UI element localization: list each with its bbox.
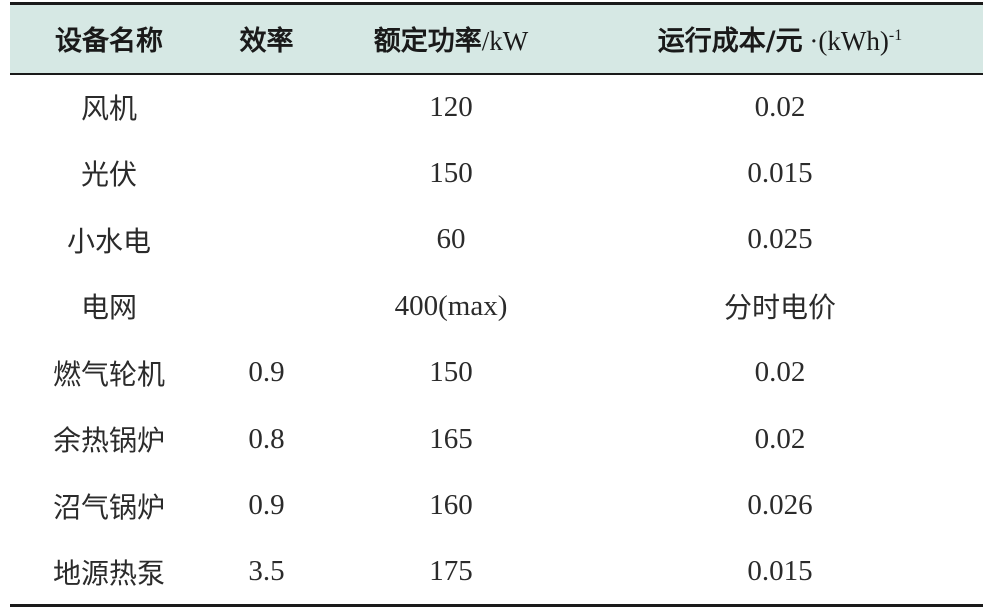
header-rated-power-unit: /kW — [481, 26, 529, 57]
cell-rated-power: 175 — [325, 539, 577, 607]
table-body: 风机 120 0.02 光伏 150 0.015 小水电 60 0.025 电网… — [10, 74, 983, 607]
table-row: 燃气轮机 0.9 150 0.02 — [10, 340, 983, 407]
table-row: 小水电 60 0.025 — [10, 207, 983, 274]
header-operating-cost-label: 运行成本/元 — [657, 26, 803, 58]
cell-rated-power: 400(max) — [394, 289, 508, 322]
table-row: 电网 400(max) 分时电价 — [10, 273, 983, 340]
table-row: 地源热泵 3.5 175 0.015 — [10, 539, 983, 607]
header-rated-power-label: 额定功率 — [373, 26, 482, 58]
cell-device-name: 燃气轮机 — [52, 357, 165, 391]
cell-rated-power: 150 — [429, 356, 473, 389]
cell-efficiency: 3.5 — [208, 539, 325, 607]
cell-rated-power: 160 — [429, 489, 473, 522]
cell-efficiency — [208, 273, 325, 340]
header-efficiency: 效率 — [208, 2, 325, 75]
header-operating-cost-unit: ·(kWh)-1 — [802, 26, 903, 57]
cell-device-name: 风机 — [80, 92, 137, 126]
table-header: 设备名称 效率 额定功率/kW 运行成本/元 ·(kWh)-1 — [10, 2, 983, 75]
cell-rated-power: 120 — [429, 90, 473, 123]
cell-rated-power: 60 — [436, 223, 466, 256]
cell-operating-cost: 分时电价 — [723, 291, 836, 325]
header-rated-power: 额定功率/kW — [325, 2, 577, 75]
cell-efficiency — [208, 207, 325, 274]
cell-operating-cost: 0.02 — [754, 90, 806, 123]
cell-device-name: 光伏 — [80, 158, 137, 192]
cell-efficiency — [208, 140, 325, 207]
cell-rated-power: 165 — [429, 422, 473, 455]
cell-efficiency: 0.8 — [248, 422, 285, 455]
header-device-name-label: 设备名称 — [55, 26, 163, 58]
table-row: 沼气锅炉 0.9 160 0.026 — [10, 473, 983, 540]
equipment-parameters-table-container: 设备名称 效率 额定功率/kW 运行成本/元 ·(kWh)-1 风机 120 0… — [10, 2, 983, 607]
header-operating-cost-unit-exponent: -1 — [888, 27, 903, 45]
table-row: 风机 120 0.02 — [10, 74, 983, 141]
header-operating-cost: 运行成本/元 ·(kWh)-1 — [577, 2, 983, 75]
table-row: 余热锅炉 0.8 165 0.02 — [10, 406, 983, 473]
cell-operating-cost: 0.015 — [577, 539, 983, 607]
cell-device-name: 地源热泵 — [10, 539, 208, 607]
cell-efficiency: 0.9 — [248, 356, 285, 389]
cell-rated-power: 150 — [429, 156, 473, 189]
header-efficiency-label: 效率 — [239, 26, 294, 58]
header-operating-cost-unit-text: ·(kWh) — [802, 26, 889, 57]
cell-device-name: 小水电 — [66, 224, 151, 258]
header-device-name: 设备名称 — [10, 2, 208, 75]
cell-operating-cost: 0.025 — [747, 223, 813, 256]
cell-operating-cost: 0.026 — [747, 489, 813, 522]
cell-device-name: 余热锅炉 — [52, 424, 165, 458]
table-row: 光伏 150 0.015 — [10, 140, 983, 207]
cell-device-name: 沼气锅炉 — [52, 490, 165, 524]
cell-operating-cost: 0.02 — [754, 422, 806, 455]
cell-efficiency — [208, 74, 325, 141]
cell-device-name: 电网 — [80, 291, 137, 325]
cell-operating-cost: 0.015 — [747, 156, 813, 189]
cell-operating-cost: 0.02 — [754, 356, 806, 389]
equipment-parameters-table: 设备名称 效率 额定功率/kW 运行成本/元 ·(kWh)-1 风机 120 0… — [10, 2, 983, 607]
cell-efficiency: 0.9 — [248, 489, 285, 522]
header-row: 设备名称 效率 额定功率/kW 运行成本/元 ·(kWh)-1 — [10, 2, 983, 75]
